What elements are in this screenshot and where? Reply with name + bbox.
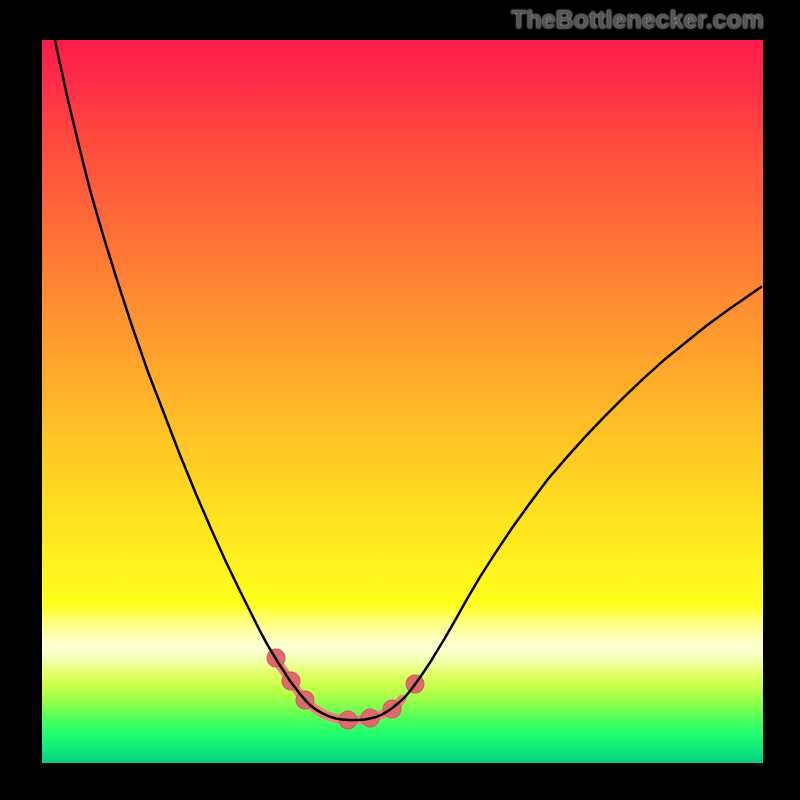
watermark-text: TheBottlenecker.com	[511, 6, 764, 35]
gradient-background	[42, 40, 763, 763]
bottleneck-chart-svg	[42, 40, 763, 763]
plot-area	[42, 40, 763, 763]
